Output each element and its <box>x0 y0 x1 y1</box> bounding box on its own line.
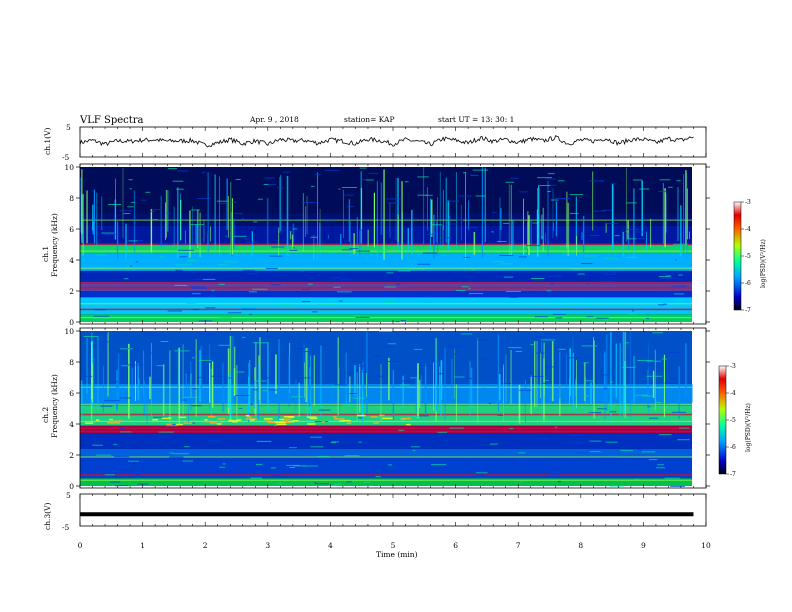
time-tick-label: 7 <box>516 541 521 550</box>
ch2-spectrogram <box>80 331 693 487</box>
colorbar-tick-label: -3 <box>745 199 751 206</box>
ch1-frequency-ticks: 0 2 4 6 8 10 <box>64 163 710 327</box>
freq-tick-label: 8 <box>69 194 74 203</box>
ch1-waveform-frame <box>79 126 707 158</box>
date-label: Apr. 9 , 2018 <box>249 115 299 124</box>
ch1-colorbar <box>733 201 742 311</box>
colorbar-tick-label: -4 <box>730 390 736 397</box>
start-time-label: start UT = 13: 30: 1 <box>438 115 514 124</box>
time-tick-label: 3 <box>265 541 270 550</box>
ch1-spectrogram <box>80 167 692 323</box>
freq-tick-label: 2 <box>69 287 74 296</box>
time-tick-label: 10 <box>701 541 711 550</box>
ch2-spectrogram-label: ch.2 <box>41 407 50 423</box>
freq-tick-label: 4 <box>69 420 74 429</box>
time-tick-label: 9 <box>641 541 646 550</box>
colorbar-tick-label: -7 <box>745 307 751 314</box>
time-tick-label: 4 <box>328 541 333 550</box>
ch2-colorbar-label: log(PSD)(V²/Hz) <box>745 403 752 452</box>
ch2-frequency-ticks: 0 2 4 6 8 10 <box>64 327 710 491</box>
freq-tick-label: 10 <box>64 163 74 172</box>
time-axis-ticks: 0 1 2 3 4 5 6 7 8 9 10 <box>78 127 711 550</box>
time-tick-label: 1 <box>140 541 145 550</box>
station-label: station= KAP <box>344 115 395 124</box>
time-axis-label: Time (min) <box>376 550 418 559</box>
freq-tick-label: 8 <box>69 358 74 367</box>
time-tick-label: 8 <box>578 541 583 550</box>
ch3-waveform-ylabel: ch.3(V) <box>43 502 52 530</box>
colorbar-tick-label: -6 <box>730 444 736 451</box>
ch2-frequency-ylabel: Frequency (kHz) <box>50 374 59 438</box>
ch1-spectrogram-label: ch.1 <box>41 246 50 262</box>
freq-tick-label: 6 <box>69 389 74 398</box>
freq-tick-label: 0 <box>69 318 74 327</box>
freq-tick-label: 4 <box>69 256 74 265</box>
time-tick-label: 2 <box>203 541 208 550</box>
chart-title: VLF Spectra <box>79 115 144 126</box>
ch1-colorbar-label: log(PSD)(V²/Hz) <box>760 239 767 288</box>
ch2-colorbar-ticks: -3 -4 -5 -6 -7 <box>726 363 736 478</box>
ch1-frequency-ylabel: Frequency (kHz) <box>50 213 59 277</box>
ch1-waveform-ylabel: ch.1(V) <box>43 127 52 155</box>
colorbar-tick-label: -5 <box>730 417 736 424</box>
freq-tick-label: 0 <box>69 482 74 491</box>
ch3-ytick-bottom: -5 <box>62 523 70 532</box>
colorbar-tick-label: -3 <box>730 363 736 370</box>
colorbar-tick-label: -5 <box>745 253 751 260</box>
freq-tick-label: 6 <box>69 225 74 234</box>
ch1-waveform-line <box>79 134 694 148</box>
ch3-waveform-frame <box>79 493 707 527</box>
time-tick-label: 6 <box>453 541 458 550</box>
ch3-ytick-top: 5 <box>66 491 71 500</box>
colorbar-tick-label: -4 <box>745 226 751 233</box>
ch1-colorbar-ticks: -3 -4 -5 -6 -7 <box>741 199 751 314</box>
time-tick-label: 5 <box>391 541 396 550</box>
freq-tick-label: 2 <box>69 451 74 460</box>
time-tick-label: 0 <box>78 541 83 550</box>
freq-tick-label: 10 <box>64 327 74 336</box>
colorbar-tick-label: -6 <box>745 280 751 287</box>
ch1-ytick-bottom: -5 <box>62 153 70 162</box>
ch1-ytick-top: 5 <box>66 123 71 132</box>
ch2-colorbar <box>718 365 727 475</box>
colorbar-tick-label: -7 <box>730 471 736 478</box>
